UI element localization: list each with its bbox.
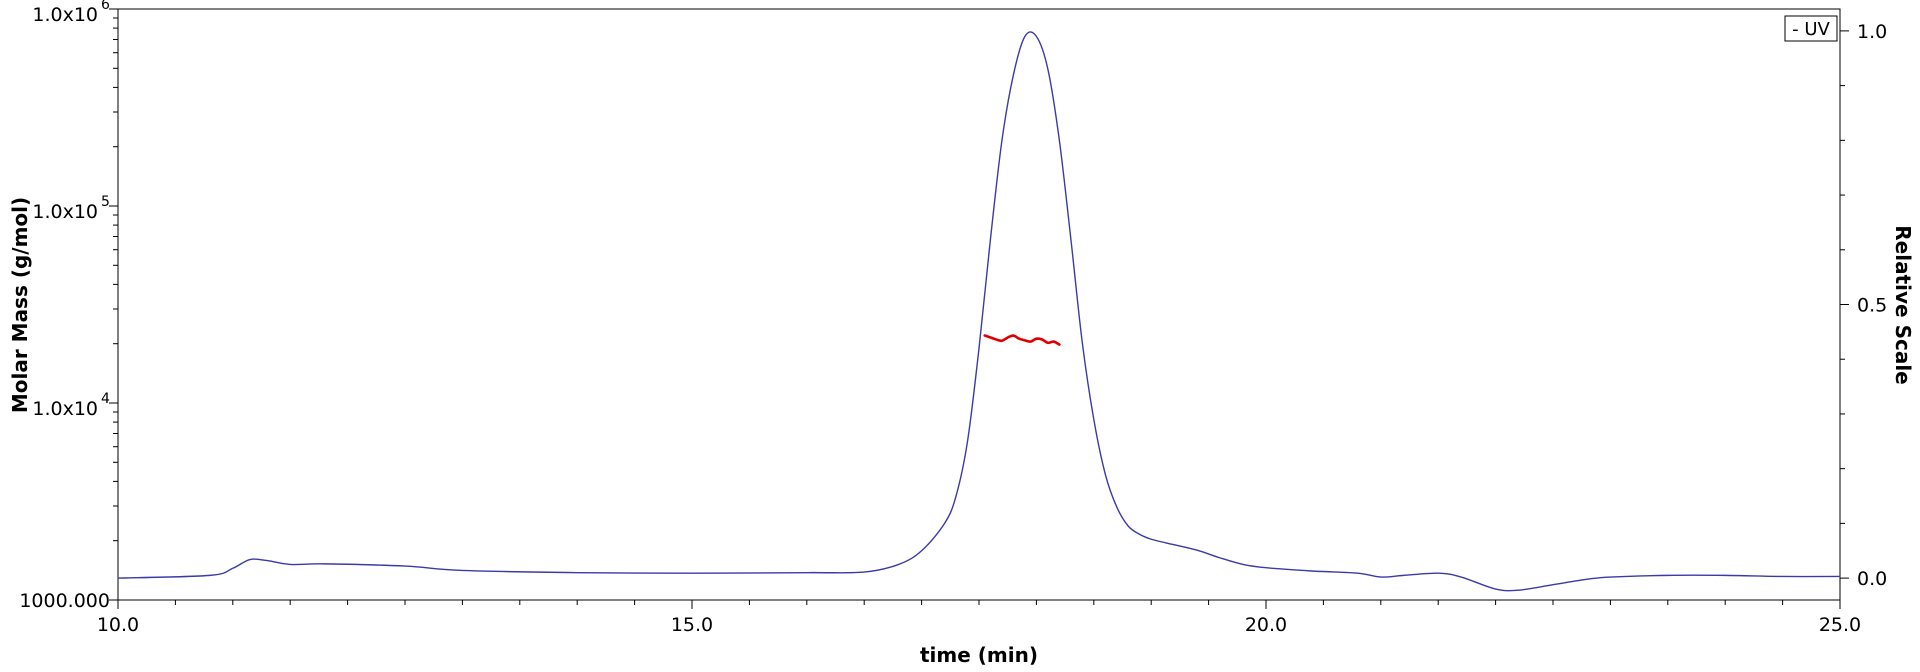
right-tick-label: 1.0 (1857, 21, 1887, 43)
x-axis-ticks: 10.0 15.0 20.0 25.0 (97, 600, 1861, 636)
x-tick-label: 20.0 (1245, 614, 1287, 636)
x-axis-title: time (min) (920, 643, 1038, 667)
left-tick-exponent: 5 (101, 194, 110, 210)
left-tick-label: 1.0x10 (32, 201, 98, 223)
right-axis-ticks: 1.0 0.5 0.0 (1840, 21, 1887, 590)
legend-box (1784, 15, 1838, 42)
legend: - UV (1784, 15, 1838, 42)
right-tick-label: 0.5 (1857, 295, 1887, 317)
left-tick-exponent: 4 (101, 391, 110, 407)
right-axis-title: Relative Scale (1891, 225, 1915, 384)
right-tick-label: 0.0 (1857, 568, 1887, 590)
x-tick-label: 10.0 (97, 614, 139, 636)
uv-series (117, 31, 1841, 592)
legend-entry-uv: - UV (1792, 19, 1830, 40)
left-tick-label: 1000.000 (19, 590, 110, 612)
plot-frame (117, 8, 1841, 601)
left-tick-label: 1.0x10 (32, 398, 98, 420)
plot-area (117, 8, 1841, 601)
molar-mass-series (983, 334, 1061, 346)
left-tick-exponent: 6 (101, 0, 110, 13)
series-layer (117, 31, 1841, 592)
x-tick-label: 15.0 (671, 614, 713, 636)
x-tick-label: 25.0 (1819, 614, 1861, 636)
left-tick-label: 1.0x10 (32, 4, 98, 26)
left-axis-title: Molar Mass (g/mol) (8, 197, 32, 413)
